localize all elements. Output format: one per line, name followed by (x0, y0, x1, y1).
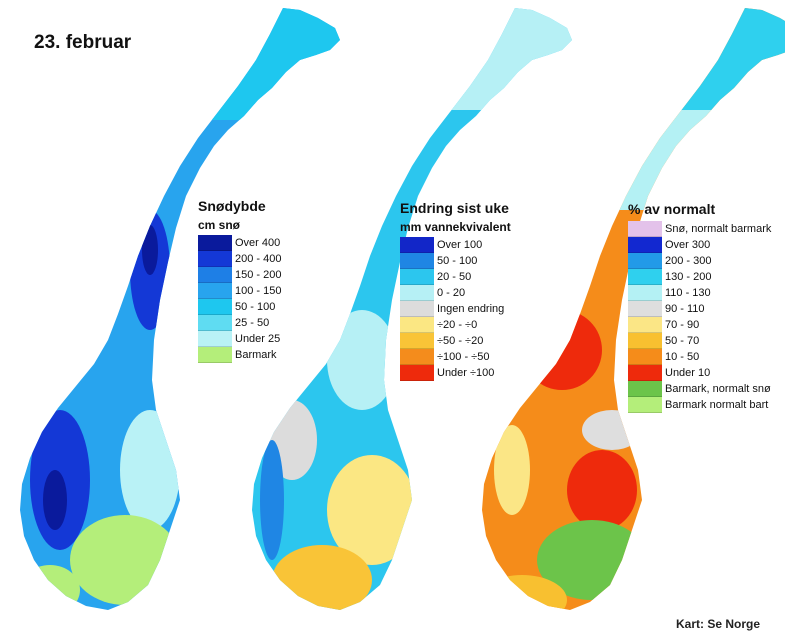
legend-label: ÷50 - ÷20 (437, 335, 484, 347)
legend-item: Barmark (198, 347, 281, 363)
legend-swatch (400, 365, 434, 381)
legend-heading: Snødybde (198, 198, 266, 214)
legend-swatch (198, 347, 232, 363)
legend-item: 10 - 50 (628, 349, 771, 365)
legend-item: Over 300 (628, 237, 771, 253)
legend-swatch (198, 315, 232, 331)
legend-label: 130 - 200 (665, 271, 712, 283)
legend-label: 70 - 90 (665, 319, 700, 331)
legend-swatch (198, 283, 232, 299)
legend-swatch (628, 349, 662, 365)
legend-label: Over 400 (235, 237, 281, 249)
legend-item: Over 400 (198, 235, 281, 251)
legend-item: Barmark, normalt snø (628, 381, 771, 397)
legend-item: 50 - 70 (628, 333, 771, 349)
legend-swatch (400, 333, 434, 349)
legend-swatch (628, 237, 662, 253)
legend-swatch (400, 317, 434, 333)
legend-label: 110 - 130 (665, 287, 711, 299)
legend-label: ÷20 - ÷0 (437, 319, 478, 331)
legend-label: 0 - 20 (437, 287, 466, 299)
legend-item: Under 25 (198, 331, 281, 347)
legend-label: Ingen endring (437, 303, 505, 315)
legend-label: 200 - 400 (235, 253, 282, 265)
legend-item: 130 - 200 (628, 269, 771, 285)
weekly-change-legend: Endring sist uke mm vannekvivalent Over … (400, 200, 511, 381)
legend-item: Barmark normalt bart (628, 397, 771, 413)
legend-heading: Endring sist uke (400, 200, 509, 216)
legend-label: Under ÷100 (437, 367, 495, 379)
legend-label: Under 25 (235, 333, 281, 345)
legend-label: 50 - 70 (665, 335, 700, 347)
legend-item: 0 - 20 (400, 285, 511, 301)
legend-swatch (628, 301, 662, 317)
legend-swatch (628, 253, 662, 269)
legend-item: ÷50 - ÷20 (400, 333, 511, 349)
legend-label: Barmark normalt bart (665, 399, 769, 411)
legend-item: Snø, normalt barmark (628, 221, 771, 237)
page-title: 23. februar (34, 32, 132, 53)
legend-swatch (400, 285, 434, 301)
legend-swatch (198, 251, 232, 267)
legend-label: 200 - 300 (665, 255, 712, 267)
legend-item: 100 - 150 (198, 283, 281, 299)
legend-item: Ingen endring (400, 301, 511, 317)
legend-label: Under 10 (665, 367, 711, 379)
legend-label: 100 - 150 (235, 285, 282, 297)
legend-swatch (628, 285, 662, 301)
legend-subheading: mm vannekvivalent (400, 220, 511, 234)
legend-label: Over 300 (665, 239, 711, 251)
legend-swatch (628, 269, 662, 285)
legend-label: 150 - 200 (235, 269, 282, 281)
legend-item: 70 - 90 (628, 317, 771, 333)
legend-label: Over 100 (437, 239, 483, 251)
legend-item: 25 - 50 (198, 315, 281, 331)
legend-swatch (400, 301, 434, 317)
legend-swatch (400, 237, 434, 253)
legend-subheading: cm snø (198, 218, 241, 232)
legend-swatch (628, 381, 662, 397)
legend-label: 25 - 50 (235, 317, 270, 329)
snow-depth-legend: Snødybde cm snø Over 400 200 - 400 150 - 2… (198, 198, 281, 363)
legend-label: 10 - 50 (665, 351, 700, 363)
legend-label: Snø, normalt barmark (665, 223, 772, 235)
legend-swatch (198, 299, 232, 315)
legend-swatch (198, 331, 232, 347)
legend-swatch (400, 349, 434, 365)
legend-item: 200 - 300 (628, 253, 771, 269)
legend-swatch (400, 253, 434, 269)
legend-swatch (400, 269, 434, 285)
percent-of-normal-legend: % av normalt Snø, normalt barmark Over 30… (628, 201, 771, 413)
legend-swatch (628, 365, 662, 381)
legend-item: 20 - 50 (400, 269, 511, 285)
legend-item: Under ÷100 (400, 365, 511, 381)
legend-label: Barmark, normalt snø (665, 383, 771, 395)
legend-label: 90 - 110 (665, 303, 705, 315)
legend-swatch (198, 267, 232, 283)
legend-item: 50 - 100 (400, 253, 511, 269)
legend-heading: % av normalt (628, 201, 716, 217)
legend-swatch (628, 333, 662, 349)
legend-label: 50 - 100 (437, 255, 478, 267)
legend-item: 200 - 400 (198, 251, 281, 267)
legend-swatch (198, 235, 232, 251)
legend-label: ÷100 - ÷50 (437, 351, 490, 363)
legend-item: 150 - 200 (198, 267, 281, 283)
legend-item: ÷20 - ÷0 (400, 317, 511, 333)
legend-label: 50 - 100 (235, 301, 276, 313)
legend-item: Under 10 (628, 365, 771, 381)
map-credit: Kart: Se Norge (676, 617, 761, 631)
legend-item: ÷100 - ÷50 (400, 349, 511, 365)
legend-item: Over 100 (400, 237, 511, 253)
legend-swatch (628, 221, 662, 237)
legend-item: 110 - 130 (628, 285, 771, 301)
legend-swatch (628, 317, 662, 333)
legend-label: 20 - 50 (437, 271, 472, 283)
legend-item: 90 - 110 (628, 301, 771, 317)
legend-item: 50 - 100 (198, 299, 281, 315)
legend-swatch (628, 397, 662, 413)
legend-label: Barmark (235, 349, 277, 361)
